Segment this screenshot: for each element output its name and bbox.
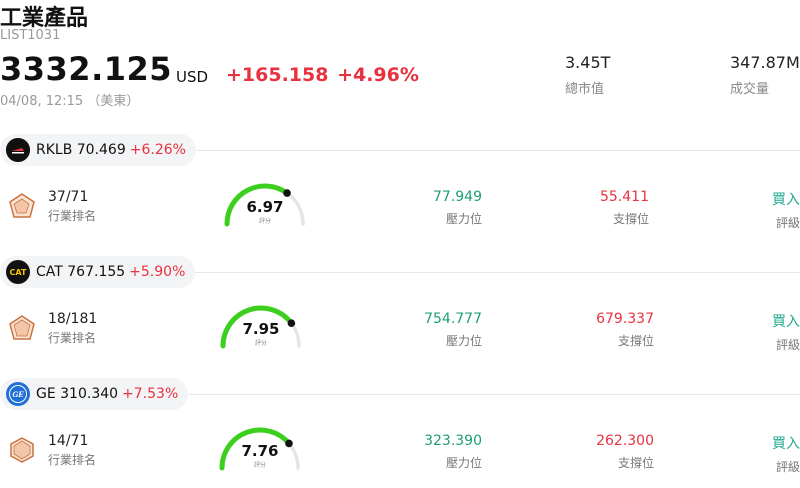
industry-rank: 37/71 [48, 189, 89, 205]
industry-rank-label: 行業排名 [48, 209, 97, 223]
stock-pill[interactable]: CAT CAT 767.155 +5.90% [0, 256, 196, 288]
support-value: 679.337 [596, 311, 654, 327]
support-value: 55.411 [600, 189, 649, 205]
market-cap-stat: 3.45T 總市值 [565, 53, 610, 97]
support-value: 262.300 [596, 433, 654, 449]
rating-label: 評級 [775, 216, 800, 230]
rocket-lab-logo [6, 138, 30, 162]
support-label: 支撐位 [612, 212, 649, 226]
rank-pentagon-icon [9, 315, 35, 340]
rank-pentagon-icon [9, 193, 35, 218]
ge-logo-text: GE [9, 385, 27, 403]
index-price: 3332.125 [0, 50, 173, 88]
currency-label: USD [176, 68, 209, 86]
change-percent: +6.26% [129, 142, 186, 158]
stock-row-ge[interactable]: GE GE 310.340 +7.53% 14/71 行業排名 7.76 評分 … [0, 378, 800, 488]
change-percent: +7.53% [122, 386, 179, 402]
row-divider [180, 272, 800, 273]
caterpillar-logo: CAT [6, 260, 30, 284]
score-label: 評分 [254, 340, 267, 347]
resistance-value: 77.949 [433, 189, 482, 205]
rating-metric: 買入 評級 [772, 433, 800, 475]
resistance-value: 323.390 [424, 433, 482, 449]
volume-stat: 347.87M 成交量 [730, 53, 800, 97]
volume-label: 成交量 [730, 82, 770, 97]
industry-rank: 18/181 [48, 311, 98, 327]
market-cap-label: 總市值 [565, 82, 605, 97]
industry-rank-label: 行業排名 [48, 453, 97, 467]
ticker-price: CAT 767.155 [36, 264, 126, 280]
rating-value: 買入 [772, 314, 800, 330]
stock-row-rklb[interactable]: RKLB 70.469 +6.26% 37/71 行業排名 6.97 評分 77… [0, 134, 800, 252]
rating-label: 評級 [775, 460, 800, 474]
score-value: 7.95 [242, 320, 280, 338]
resistance-label: 壓力位 [445, 456, 482, 470]
rating-value: 買入 [772, 192, 800, 208]
ticker-price: GE 310.340 [36, 386, 119, 402]
change-percent: +5.90% [129, 264, 186, 280]
resistance-metric: 77.949 壓力位 [433, 189, 482, 227]
support-metric: 679.337 支撐位 [596, 311, 654, 349]
score-gauge: 6.97 評分 [220, 178, 310, 228]
timestamp: 04/08, 12:15 （美東） [0, 94, 140, 109]
resistance-label: 壓力位 [445, 212, 482, 226]
volume-value: 347.87M [730, 53, 800, 72]
score-gauge: 7.95 評分 [216, 300, 306, 350]
support-metric: 262.300 支撐位 [596, 433, 654, 471]
score-gauge: 7.76 評分 [215, 422, 305, 472]
support-label: 支撐位 [617, 334, 654, 348]
resistance-label: 壓力位 [445, 334, 482, 348]
support-label: 支撐位 [617, 456, 654, 470]
resistance-metric: 754.777 壓力位 [424, 311, 482, 349]
market-cap-value: 3.45T [565, 53, 611, 72]
stock-pill[interactable]: GE GE 310.340 +7.53% [0, 378, 189, 410]
industry-rank-label: 行業排名 [48, 331, 97, 345]
stock-pill[interactable]: RKLB 70.469 +6.26% [0, 134, 196, 166]
symbol-code: LIST1031 [0, 28, 61, 43]
row-divider [180, 150, 800, 151]
rank-hexagon-icon [10, 437, 34, 463]
ticker-price: RKLB 70.469 [36, 142, 126, 158]
ge-logo: GE [6, 382, 30, 406]
page-title: 工業產品 [0, 6, 89, 31]
score-label: 評分 [253, 462, 266, 469]
row-divider [180, 394, 800, 395]
resistance-metric: 323.390 壓力位 [424, 433, 482, 471]
rating-value: 買入 [772, 436, 800, 452]
score-value: 6.97 [246, 198, 284, 216]
score-label: 評分 [258, 218, 271, 225]
rating-metric: 買入 評級 [772, 311, 800, 353]
stock-row-cat[interactable]: CAT CAT 767.155 +5.90% 18/181 行業排名 7.95 … [0, 256, 800, 374]
caterpillar-logo-text: CAT [9, 267, 27, 277]
score-value: 7.76 [241, 442, 279, 460]
support-metric: 55.411 支撐位 [600, 189, 649, 227]
price-change: +165.158 +4.96% [226, 64, 419, 86]
rating-label: 評級 [775, 338, 800, 352]
industry-rank: 14/71 [48, 433, 89, 449]
rating-metric: 買入 評級 [772, 189, 800, 231]
resistance-value: 754.777 [424, 311, 482, 327]
